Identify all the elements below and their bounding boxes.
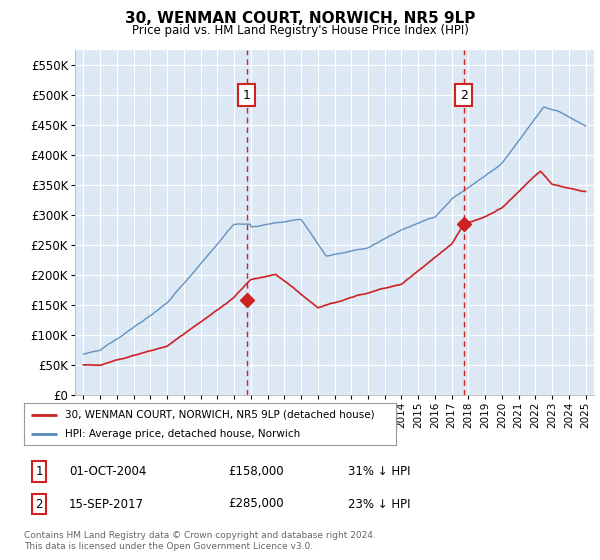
Text: 1: 1 [242,89,251,102]
Text: £285,000: £285,000 [228,497,284,511]
Text: 31% ↓ HPI: 31% ↓ HPI [348,465,410,478]
Text: Contains HM Land Registry data © Crown copyright and database right 2024.: Contains HM Land Registry data © Crown c… [24,531,376,540]
Text: 01-OCT-2004: 01-OCT-2004 [69,465,146,478]
Text: HPI: Average price, detached house, Norwich: HPI: Average price, detached house, Norw… [65,429,300,439]
Text: £158,000: £158,000 [228,465,284,478]
Text: Price paid vs. HM Land Registry's House Price Index (HPI): Price paid vs. HM Land Registry's House … [131,24,469,36]
Text: 2: 2 [35,497,43,511]
Text: 2: 2 [460,89,467,102]
Text: 1: 1 [35,465,43,478]
Text: This data is licensed under the Open Government Licence v3.0.: This data is licensed under the Open Gov… [24,542,313,550]
Text: 30, WENMAN COURT, NORWICH, NR5 9LP (detached house): 30, WENMAN COURT, NORWICH, NR5 9LP (deta… [65,409,374,419]
Text: 30, WENMAN COURT, NORWICH, NR5 9LP: 30, WENMAN COURT, NORWICH, NR5 9LP [125,11,475,26]
Text: 15-SEP-2017: 15-SEP-2017 [69,497,144,511]
Text: 23% ↓ HPI: 23% ↓ HPI [348,497,410,511]
